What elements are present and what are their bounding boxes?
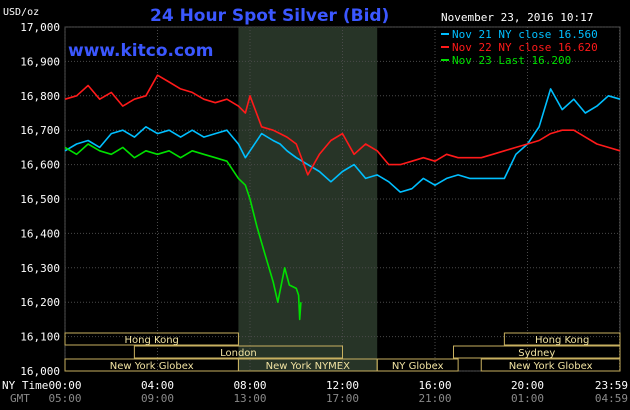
x-tick-label: 04:00 (141, 379, 174, 392)
x-tick-label: 20:00 (511, 379, 544, 392)
market-sessions: Hong Kong Hong Kong London Sydney New York G… (64, 332, 621, 372)
x-tick-label-gmt: 01:00 (511, 392, 544, 405)
chart-datetime: November 23, 2016 10:17 (441, 11, 593, 24)
y-tick-label: 16,600 (20, 159, 60, 172)
y-tick-label: 16,100 (20, 331, 60, 344)
session-label: Hong Kong (535, 335, 589, 346)
x-tick-label: 12:00 (326, 379, 359, 392)
y-tick-label: 16,700 (20, 124, 60, 137)
session-box (133, 345, 343, 359)
legend-label: Nov 23 Last 16.200 (452, 54, 571, 67)
session-label: NY Globex (392, 361, 444, 372)
legend-label: Nov 22 NY close 16.620 (452, 41, 598, 54)
session-box (64, 332, 239, 346)
session-label: Hong Kong (125, 335, 179, 346)
series-lines (64, 74, 621, 321)
y-axis-ticks: 16,000 16,100 16,200 16,300 16,400 16,500 16,6… (20, 21, 60, 378)
session-box (503, 332, 621, 346)
session-box (453, 345, 621, 359)
x-tick-label-gmt: 21:00 (418, 392, 451, 405)
x-tick-label: 08:00 (233, 379, 266, 392)
series-line-nov-23 (64, 143, 302, 321)
y-axis-unit: USD/oz (3, 7, 39, 18)
session-box (376, 358, 459, 372)
site-watermark: www.kitco.com (68, 41, 213, 61)
x-tick-label-gmt: 17:00 (326, 392, 359, 405)
session-label: New York Globex (509, 361, 593, 372)
x-tick-label: 16:00 (418, 379, 451, 392)
x-tick-label: 00:00 (48, 379, 81, 392)
row-label-gmt: GMT (10, 392, 30, 405)
x-tick-label-gmt: 04:59 (595, 392, 628, 405)
y-tick-label: 16,300 (20, 262, 60, 275)
session-box (480, 358, 621, 372)
x-tick-label-gmt: 09:00 (141, 392, 174, 405)
x-tick-label-gmt: 13:00 (233, 392, 266, 405)
series-line-nov-21 (64, 88, 621, 193)
x-tick-label: 23:59 (595, 379, 628, 392)
legend-label: Nov 21 NY close 16.560 (452, 28, 598, 41)
y-tick-label: 16,900 (20, 55, 60, 68)
chart-title: 24 Hour Spot Silver (Bid) (150, 6, 389, 26)
y-tick-label: 16,800 (20, 90, 60, 103)
y-tick-label: 16,400 (20, 227, 60, 240)
x-tick-label-gmt: 05:00 (48, 392, 81, 405)
nymex-highlight-band (238, 27, 378, 371)
session-label: New York Globex (110, 361, 194, 372)
series-line-nov-22 (64, 74, 621, 176)
y-tick-label: 16,200 (20, 296, 60, 309)
session-label: New York NYMEX (266, 361, 351, 372)
session-label: London (220, 348, 257, 359)
row-label-ny-time: NY Time (2, 379, 48, 392)
session-label: Sydney (518, 348, 555, 359)
y-tick-label: 16,000 (20, 365, 60, 378)
y-tick-label: 16,500 (20, 193, 60, 206)
y-tick-label: 17,000 (20, 21, 60, 34)
